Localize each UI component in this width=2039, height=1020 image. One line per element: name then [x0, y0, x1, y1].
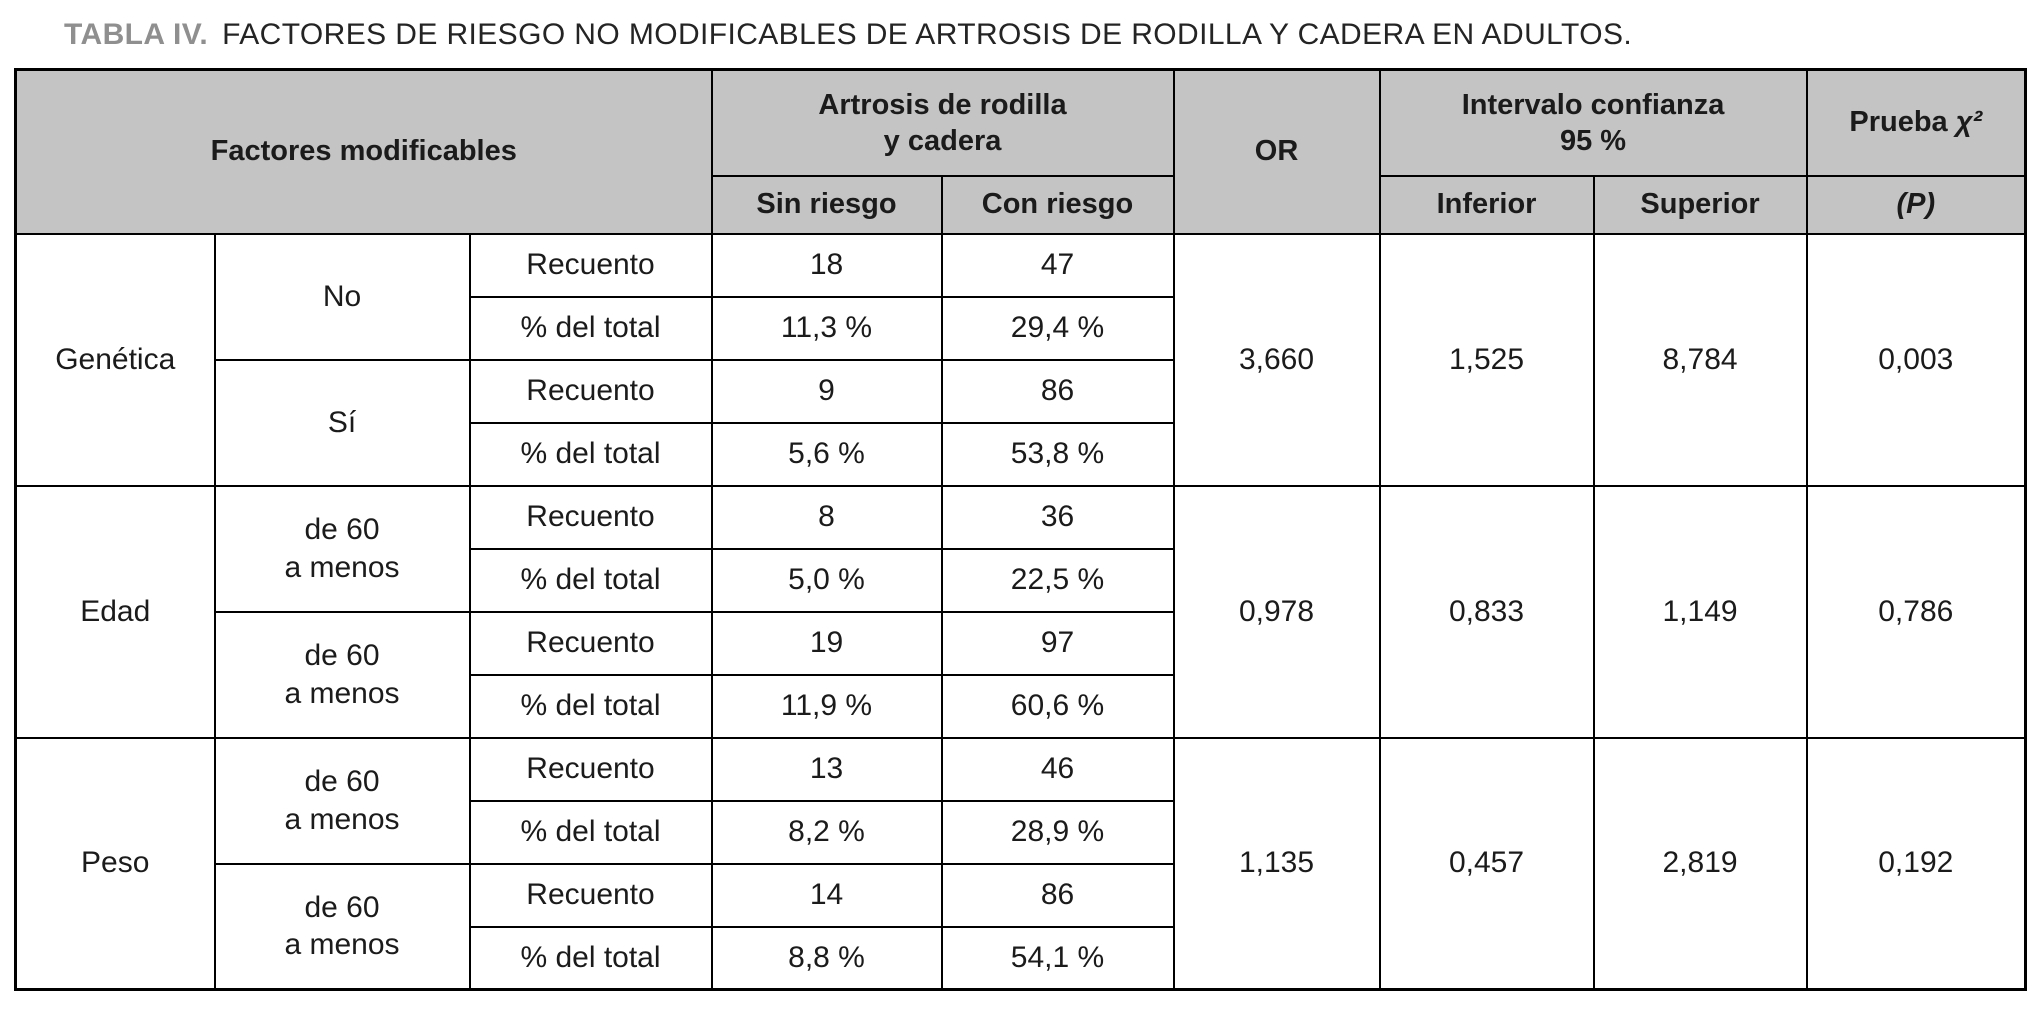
value-cell: 5,6 % — [710, 421, 943, 487]
p-value-cell: 0,192 — [1805, 736, 2027, 991]
table-row: % del total 8,2 % 28,9 % — [16, 799, 2026, 865]
ci-inferior-cell: 0,457 — [1378, 736, 1595, 991]
header-prueba-chi2: Prueba χ² — [1805, 68, 2027, 177]
value-cell: 86 — [940, 358, 1175, 424]
measure-label-cell: Recuento — [468, 736, 713, 802]
table-row: Sí Recuento 9 86 — [16, 358, 2026, 487]
header-or: OR — [1172, 68, 1381, 235]
level-cell: de 60 a menos — [213, 610, 471, 739]
p-value-cell: 0,003 — [1805, 232, 2027, 487]
value-cell: 28,9 % — [940, 799, 1175, 865]
value-cell: 97 — [940, 610, 1175, 676]
header-con-riesgo: Con riesgo — [940, 174, 1175, 235]
ci-inferior-cell: 1,525 — [1378, 232, 1595, 487]
level-cell: de 60 a menos — [213, 862, 471, 991]
header-intervalo-confianza: Intervalo confianza 95 % — [1378, 68, 1808, 177]
level-cell: Sí — [213, 358, 471, 487]
header-inferior: Inferior — [1378, 174, 1595, 235]
measure-label-cell: % del total — [468, 547, 713, 613]
value-cell: 8,2 % — [710, 799, 943, 865]
table-row: % del total 11,9 % 60,6 % — [16, 673, 2026, 739]
value-cell: 86 — [940, 862, 1175, 928]
page: TABLA IV. FACTORES DE RIESGO NO MODIFICAB… — [14, 18, 2028, 991]
table-row: % del total 5,0 % 22,5 % — [16, 547, 2026, 613]
value-cell: 18 — [710, 232, 943, 298]
measure-label-cell: Recuento — [468, 862, 713, 928]
ci-superior-cell: 2,819 — [1592, 736, 1808, 991]
value-cell: 9 — [710, 358, 943, 424]
value-cell: 47 — [940, 232, 1175, 298]
measure-label-cell: Recuento — [468, 484, 713, 550]
value-cell: 11,9 % — [710, 673, 943, 739]
header-factores-modificables: Factores modificables — [14, 68, 713, 235]
value-cell: 8 — [710, 484, 943, 550]
value-cell: 19 — [710, 610, 943, 676]
factor-cell-peso: Peso — [14, 736, 216, 991]
table-caption: TABLA IV. FACTORES DE RIESGO NO MODIFICAB… — [14, 18, 2025, 52]
table-row: Genética No Recuento 18 47 3,660 1,525 8… — [14, 232, 2027, 487]
measure-label-cell: Recuento — [468, 610, 713, 676]
header-superior: Superior — [1592, 174, 1808, 235]
factor-cell-edad: Edad — [14, 484, 216, 739]
level-cell: de 60 a menos — [213, 484, 471, 613]
measure-label-cell: % del total — [468, 295, 713, 361]
ci-superior-cell: 1,149 — [1592, 484, 1808, 739]
ci-inferior-cell: 0,833 — [1378, 484, 1595, 739]
table-row: % del total 5,6 % 53,8 % — [16, 421, 2026, 487]
or-cell: 3,660 — [1172, 232, 1381, 487]
value-cell: 36 — [940, 484, 1175, 550]
header-sin-riesgo: Sin riesgo — [710, 174, 943, 235]
table-caption-text: FACTORES DE RIESGO NO MODIFICABLES DE AR… — [222, 18, 1633, 51]
measure-label-cell: % del total — [468, 673, 713, 739]
measure-label-cell: % del total — [468, 925, 713, 991]
value-cell: 46 — [940, 736, 1175, 802]
measure-label-cell: Recuento — [468, 232, 713, 298]
header-p-value: (P) — [1805, 174, 2027, 235]
table-row: Edad de 60 a menos Recuento 8 36 0,978 0… — [14, 484, 2027, 739]
or-cell: 1,135 — [1172, 736, 1381, 991]
value-cell: 29,4 % — [940, 295, 1175, 361]
table-row: Peso de 60 a menos Recuento 13 46 1,135 … — [14, 736, 2027, 991]
factor-cell-genetica: Genética — [14, 232, 216, 487]
value-cell: 8,8 % — [710, 925, 943, 991]
value-cell: 13 — [710, 736, 943, 802]
level-cell: No — [213, 232, 471, 361]
measure-label-cell: % del total — [468, 421, 713, 487]
table-row: de 60 a menos Recuento 19 97 — [16, 610, 2026, 739]
table-row: % del total 11,3 % 29,4 % — [16, 295, 2026, 361]
level-cell: de 60 a menos — [213, 736, 471, 865]
value-cell: 53,8 % — [940, 421, 1175, 487]
prueba-label: Prueba — [1849, 106, 1948, 139]
value-cell: 22,5 % — [940, 547, 1175, 613]
value-cell: 5,0 % — [710, 547, 943, 613]
chi-squared-symbol: χ² — [1955, 106, 1983, 139]
header-artrosis: Artrosis de rodilla y cadera — [710, 68, 1175, 177]
value-cell: 11,3 % — [710, 295, 943, 361]
measure-label-cell: Recuento — [468, 358, 713, 424]
value-cell: 60,6 % — [940, 673, 1175, 739]
value-cell: 14 — [710, 862, 943, 928]
measure-label-cell: % del total — [468, 799, 713, 865]
p-value-cell: 0,786 — [1805, 484, 2027, 739]
risk-factors-table: Factores modificables Artrosis de rodill… — [14, 68, 2028, 991]
table-caption-label: TABLA IV. — [64, 18, 209, 51]
ci-superior-cell: 8,784 — [1592, 232, 1808, 487]
table-row: % del total 8,8 % 54,1 % — [16, 925, 2026, 991]
or-cell: 0,978 — [1172, 484, 1381, 739]
table-row: de 60 a menos Recuento 14 86 — [16, 862, 2026, 991]
value-cell: 54,1 % — [940, 925, 1175, 991]
